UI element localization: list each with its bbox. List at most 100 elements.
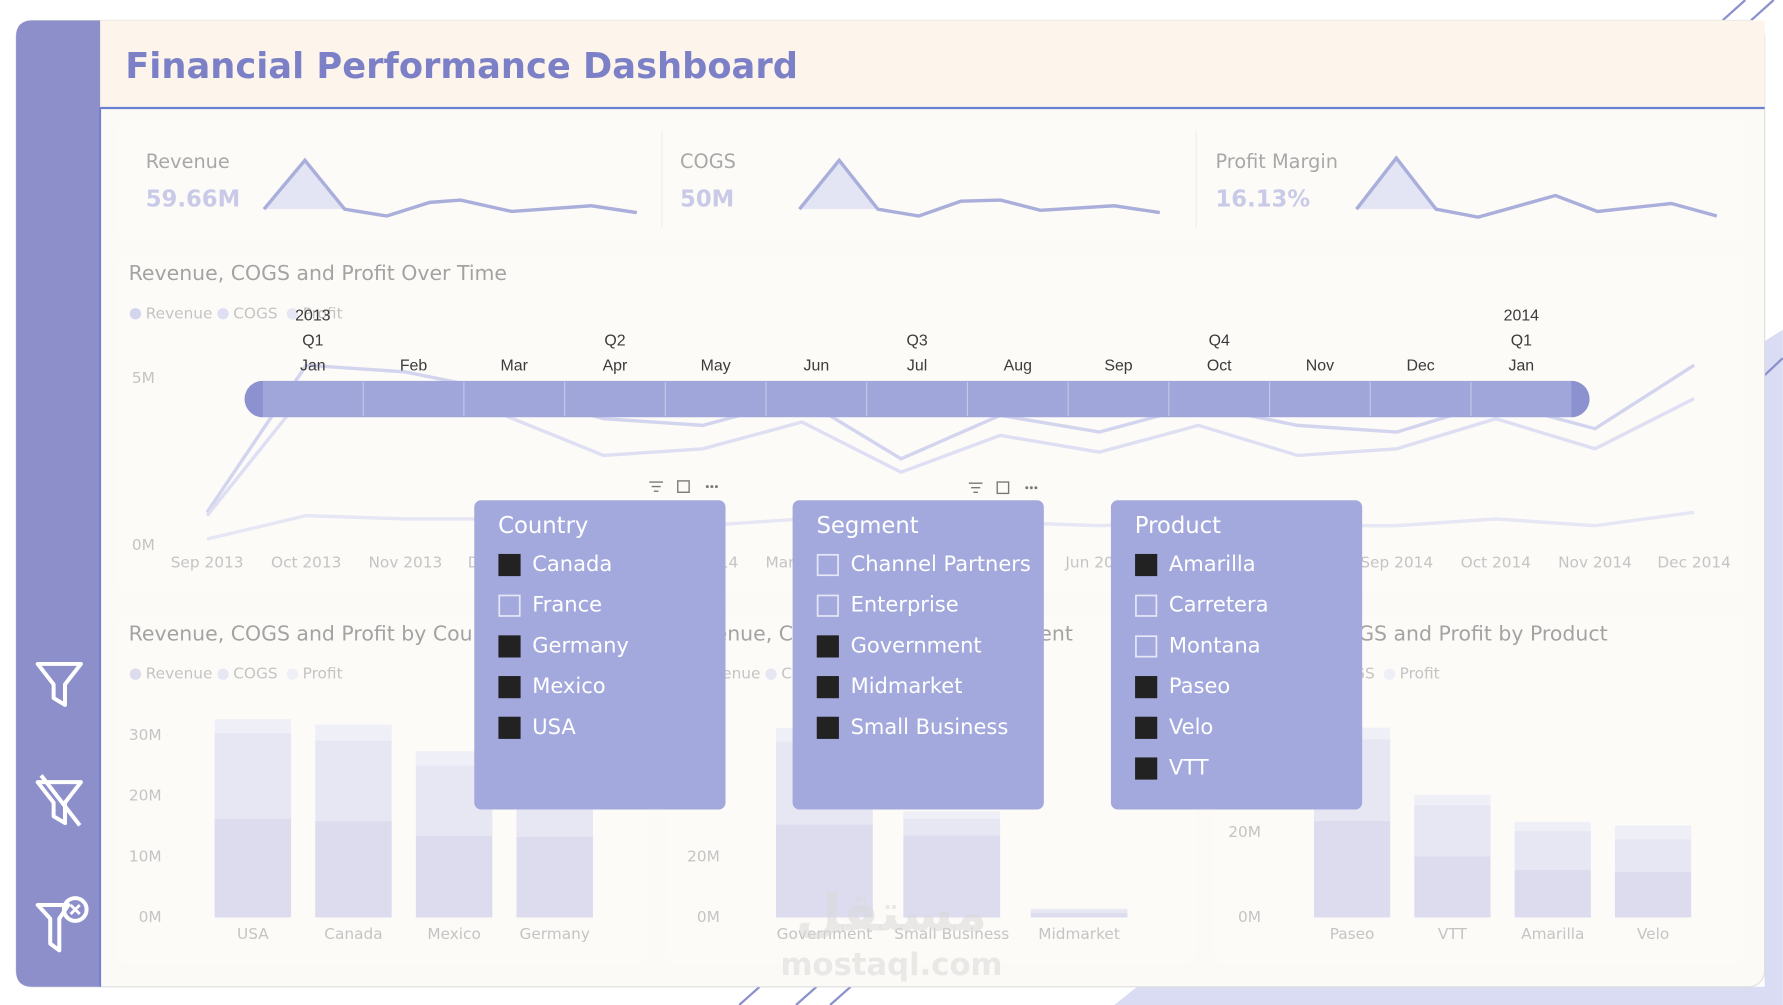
sparkline xyxy=(262,157,638,218)
slicer-checkbox[interactable] xyxy=(498,553,521,577)
bar-segment xyxy=(1514,869,1591,918)
slicer: Segment Channel Partners Enterprise Governm… xyxy=(792,500,1044,810)
slicer-checkbox[interactable] xyxy=(816,716,839,739)
timeline-month: May xyxy=(701,357,731,374)
slicer-checkbox[interactable] xyxy=(1135,594,1158,617)
toolbar-filter[interactable] xyxy=(649,481,663,492)
kpi-card xyxy=(117,119,1746,240)
slicer-panel xyxy=(792,500,1044,810)
x-tick-label: Paseo xyxy=(1330,925,1375,943)
y-tick-label: 10M xyxy=(129,847,162,865)
slicer-checkbox[interactable] xyxy=(498,716,521,739)
slicer-item[interactable]: Midmarket xyxy=(851,673,963,698)
kpi-label: COGS xyxy=(680,150,736,173)
slicer-checkbox[interactable] xyxy=(1135,757,1158,780)
slicer-checkbox[interactable] xyxy=(1135,676,1158,699)
legend-label: Profit xyxy=(303,665,343,683)
slicer-checkbox[interactable] xyxy=(498,635,521,658)
y-tick-label: 20M xyxy=(687,848,720,866)
slicer-item[interactable]: Germany xyxy=(532,632,629,657)
slicer-checkbox[interactable] xyxy=(1135,635,1158,658)
slicer-item[interactable]: Amarilla xyxy=(1169,551,1256,576)
kpi-value: 16.13% xyxy=(1216,187,1311,213)
kpi-label: Profit Margin xyxy=(1216,150,1338,173)
slicer-item[interactable]: Montana xyxy=(1169,632,1261,657)
sidebar-icons xyxy=(35,661,89,953)
timeline-quarter: Q1 xyxy=(1511,332,1532,349)
x-tick-label: Canada xyxy=(324,925,382,943)
x-tick-label: Germany xyxy=(519,925,589,943)
slicer-checkbox[interactable] xyxy=(1135,716,1158,739)
slicer-item[interactable]: VTT xyxy=(1169,755,1209,780)
toolbar-focus[interactable] xyxy=(677,480,690,493)
slicer-item[interactable]: Carretera xyxy=(1169,592,1269,617)
slicer: Product Amarilla Carretera Montana Paseo Velo… xyxy=(1110,500,1363,810)
bar-segment xyxy=(315,821,392,918)
timeline-year: 2013 xyxy=(295,307,331,324)
remove-filter-icon[interactable] xyxy=(35,902,71,953)
timeline-quarter: Q3 xyxy=(906,332,927,349)
header-band xyxy=(100,20,1765,107)
slicer: Country Canada France Germany Mexico USA xyxy=(474,500,726,810)
slicer-checkbox[interactable] xyxy=(498,676,521,699)
bar-segment xyxy=(214,733,292,819)
bar-segment xyxy=(1614,825,1692,840)
bar-segment xyxy=(1614,871,1692,918)
slicer-item[interactable]: Channel Partners xyxy=(851,551,1031,576)
bar-segment xyxy=(315,724,392,741)
slicer-item[interactable]: Government xyxy=(851,632,982,657)
bar-segment xyxy=(1514,822,1591,832)
legend-dot xyxy=(129,308,142,320)
legend-label: COGS xyxy=(233,304,277,322)
bar-segment xyxy=(1030,912,1128,918)
slicer-item[interactable]: France xyxy=(532,592,602,617)
toolbar-filter[interactable] xyxy=(968,482,983,493)
x-tick-label: USA xyxy=(237,925,269,943)
clear-filter-icon[interactable] xyxy=(35,774,83,827)
bar-segment xyxy=(415,751,493,766)
legend-dot xyxy=(286,308,299,320)
slicer-title: Segment xyxy=(816,513,918,539)
x-tick-label: Oct 2014 xyxy=(1461,553,1531,571)
legend-dot xyxy=(286,668,299,680)
slicer-item[interactable]: Mexico xyxy=(532,673,605,698)
slicer-checkbox[interactable] xyxy=(816,676,839,699)
x-tick-label: Dec 2014 xyxy=(1657,553,1731,571)
kpi-label: Revenue xyxy=(146,150,230,173)
bar-segment xyxy=(315,740,392,822)
slicer-item[interactable]: Paseo xyxy=(1169,673,1230,698)
slicer-item[interactable]: Canada xyxy=(532,551,612,576)
slicer-toolbar xyxy=(649,480,1010,495)
bar-segment xyxy=(516,836,593,918)
x-tick-label: Mexico xyxy=(427,925,481,943)
toolbar-focus[interactable] xyxy=(996,481,1010,495)
y-tick-label: 30M xyxy=(129,726,162,744)
watermark-text: mostaql.com xyxy=(780,948,1002,983)
slicer-checkbox[interactable] xyxy=(1135,553,1158,577)
x-tick-label: Nov 2013 xyxy=(368,553,442,571)
slicer-checkbox[interactable] xyxy=(816,594,839,617)
remove-filter-badge xyxy=(61,896,89,923)
y-tick-label: 20M xyxy=(1228,823,1261,841)
filter-icon[interactable] xyxy=(35,661,83,707)
legend-dot xyxy=(129,668,142,680)
x-tick-label: Sep 2013 xyxy=(171,553,244,571)
slicer-item[interactable]: Enterprise xyxy=(851,592,959,617)
slicer-checkbox[interactable] xyxy=(816,553,839,577)
sparklines xyxy=(262,155,1718,219)
slicer-item[interactable]: Small Business xyxy=(851,714,1009,739)
timeline-month: Dec xyxy=(1406,357,1434,374)
timeline-quarter: Q4 xyxy=(1209,332,1230,349)
x-tick-label: Nov 2014 xyxy=(1558,553,1632,571)
bar-segment xyxy=(1414,794,1491,806)
timeline-month: Jun xyxy=(804,357,830,374)
bar-segment xyxy=(214,818,292,918)
toolbar-more[interactable] xyxy=(705,485,1038,490)
slicer-item[interactable]: USA xyxy=(532,714,576,739)
timeline-month: Sep xyxy=(1104,357,1132,374)
slicer-checkbox[interactable] xyxy=(498,594,521,617)
slicer-checkbox[interactable] xyxy=(816,635,839,658)
bar-segment xyxy=(1514,831,1591,870)
slicer-item[interactable]: Velo xyxy=(1169,714,1213,739)
